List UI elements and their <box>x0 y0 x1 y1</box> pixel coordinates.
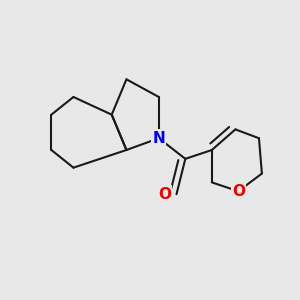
Text: N: N <box>152 131 165 146</box>
Text: O: O <box>158 187 171 202</box>
Text: O: O <box>232 184 245 199</box>
